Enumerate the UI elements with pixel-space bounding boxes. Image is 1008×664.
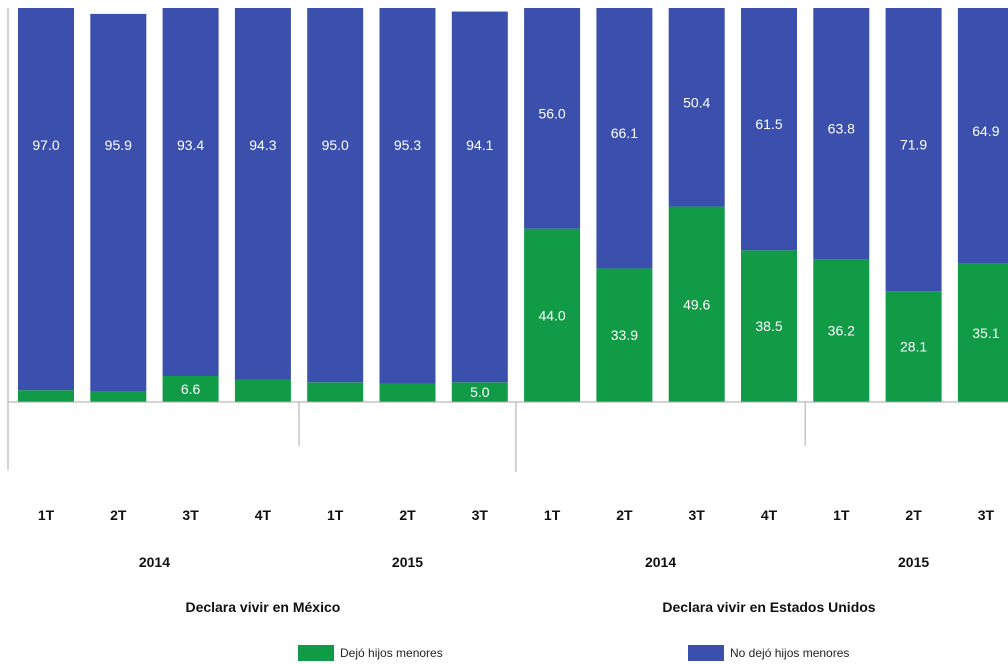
value-label-dejo: 33.9	[611, 327, 638, 343]
year-label: 2015	[898, 554, 929, 570]
legend-swatch-dejo	[298, 645, 334, 661]
bar-no-dejo-hijos	[813, 8, 870, 260]
value-label-no-dejo: 64.9	[972, 123, 999, 139]
x-tick-label: 4T	[761, 507, 778, 523]
value-label-no-dejo: 61.5	[755, 116, 782, 132]
value-label-no-dejo: 95.9	[105, 137, 132, 153]
x-tick-label: 2T	[616, 507, 633, 523]
value-label-no-dejo: 56.0	[538, 105, 565, 121]
value-label-dejo: 49.6	[683, 296, 710, 312]
bar-dejo-hijos	[741, 250, 797, 402]
value-label-no-dejo: 63.8	[828, 121, 855, 137]
bar-dejo-hijos	[596, 268, 653, 402]
value-label-dejo: 28.1	[900, 339, 927, 355]
x-tick-label: 4T	[255, 507, 272, 523]
bar-no-dejo-hijos	[668, 8, 725, 207]
x-tick-label: 1T	[833, 507, 850, 523]
legend-label-dejo: Dejó hijos menores	[340, 646, 443, 660]
bar-no-dejo-hijos	[162, 8, 219, 376]
bar-dejo-hijos	[957, 263, 1008, 402]
bar-no-dejo-hijos	[379, 8, 436, 384]
axes-layer	[7, 8, 1008, 472]
bar-dejo-hijos	[668, 206, 725, 402]
legend-swatch-no-dejo	[688, 645, 724, 661]
bar-no-dejo-hijos	[885, 8, 942, 292]
bar-dejo-hijos	[162, 375, 219, 402]
value-label-dejo: 36.2	[828, 323, 855, 339]
x-tick-label: 3T	[472, 507, 489, 523]
group-label: Declara vivir en Estados Unidos	[662, 599, 875, 615]
value-label-no-dejo: 93.4	[177, 137, 204, 153]
x-tick-label: 3T	[182, 507, 199, 523]
bar-dejo-hijos	[234, 379, 291, 402]
x-tick-label: 1T	[544, 507, 561, 523]
bar-dejo-hijos	[90, 391, 147, 402]
labels-layer: 97.0 1T 95.9 2T 93.4 6.6 3T 94.3 4T 95.0 1T 95.3 2T 9…	[32, 94, 999, 615]
bar-no-dejo-hijos	[524, 8, 581, 229]
x-tick-label: 2T	[399, 507, 416, 523]
year-label: 2015	[392, 554, 423, 570]
bar-no-dejo-hijos	[307, 8, 364, 383]
bar-no-dejo-hijos	[596, 8, 653, 269]
x-tick-label: 3T	[978, 507, 995, 523]
value-label-no-dejo: 66.1	[611, 125, 638, 141]
bar-dejo-hijos	[813, 259, 870, 402]
x-tick-label: 1T	[327, 507, 344, 523]
x-tick-label: 1T	[38, 507, 55, 523]
value-label-no-dejo: 94.1	[466, 137, 493, 153]
year-label: 2014	[139, 554, 170, 570]
value-label-dejo: 44.0	[538, 307, 565, 323]
bar-dejo-hijos	[379, 383, 436, 402]
value-label-dejo: 38.5	[755, 318, 782, 334]
x-tick-label: 3T	[689, 507, 706, 523]
value-label-dejo: 6.6	[181, 381, 201, 397]
value-label-no-dejo: 97.0	[32, 137, 59, 153]
value-label-no-dejo: 95.0	[322, 137, 349, 153]
bar-no-dejo-hijos	[18, 8, 74, 391]
bars-layer	[18, 8, 1008, 402]
group-label: Declara vivir en México	[185, 599, 340, 615]
value-label-no-dejo: 95.3	[394, 137, 421, 153]
bar-no-dejo-hijos	[957, 8, 1008, 264]
legend-label-no-dejo: No dejó hijos menores	[730, 646, 849, 660]
bar-no-dejo-hijos	[451, 11, 508, 383]
value-label-no-dejo: 50.4	[683, 94, 710, 110]
year-label: 2014	[645, 554, 676, 570]
bar-dejo-hijos	[451, 382, 508, 402]
bar-dejo-hijos	[885, 291, 942, 402]
bar-no-dejo-hijos	[741, 8, 797, 251]
value-label-dejo: 5.0	[470, 384, 490, 400]
bar-no-dejo-hijos	[90, 13, 147, 392]
bar-dejo-hijos	[307, 382, 364, 402]
legend: Dejó hijos menores No dejó hijos menores	[298, 645, 849, 661]
bar-no-dejo-hijos	[234, 8, 291, 380]
bar-dejo-hijos	[18, 390, 74, 402]
x-tick-label: 2T	[905, 507, 922, 523]
value-label-no-dejo: 94.3	[249, 137, 276, 153]
value-label-dejo: 35.1	[972, 325, 999, 341]
bar-dejo-hijos	[524, 228, 581, 402]
value-label-no-dejo: 71.9	[900, 137, 927, 153]
x-tick-label: 2T	[110, 507, 127, 523]
